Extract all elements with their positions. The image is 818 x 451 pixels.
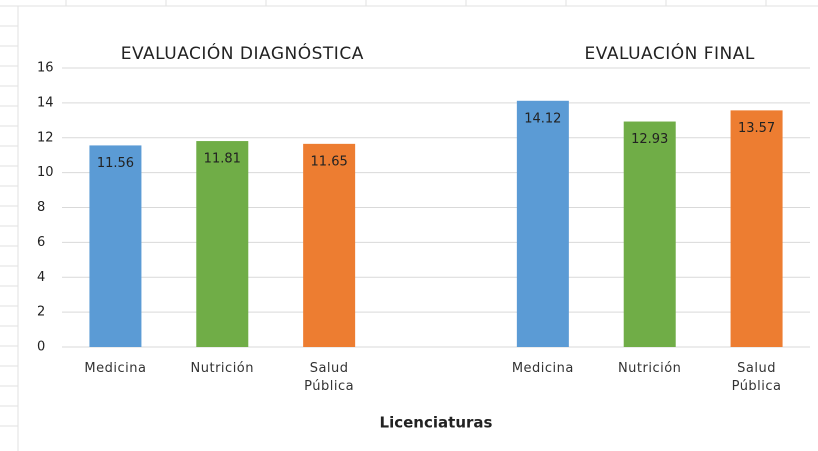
y-tick-label: 16 xyxy=(37,61,54,76)
bar xyxy=(196,141,249,347)
y-tick-label: 10 xyxy=(37,165,54,180)
bar xyxy=(303,143,356,347)
x-tick-label: Salud Pública xyxy=(304,361,355,394)
x-tick-label: Medicina xyxy=(84,361,147,376)
x-tick-label: Nutrición xyxy=(190,361,255,376)
x-tick-label: Salud Pública xyxy=(731,361,782,394)
group-title: EVALUACIÓN FINAL xyxy=(585,42,755,64)
y-tick-label: 2 xyxy=(37,305,45,320)
bar xyxy=(89,145,142,347)
data-label: 14.12 xyxy=(524,111,561,126)
x-tick-label: Nutrición xyxy=(617,361,682,376)
data-label: 12.93 xyxy=(631,132,668,147)
x-tick-label: Medicina xyxy=(511,361,574,376)
y-tick-label: 8 xyxy=(37,200,45,215)
bar xyxy=(730,110,783,347)
data-label: 11.81 xyxy=(204,152,241,167)
bar xyxy=(516,100,569,347)
y-tick-label: 6 xyxy=(37,235,45,250)
y-tick-label: 12 xyxy=(37,130,54,145)
x-axis-title: Licenciaturas xyxy=(380,414,493,432)
bar xyxy=(623,121,676,347)
data-label: 11.56 xyxy=(97,156,134,171)
data-label: 13.57 xyxy=(738,121,775,136)
y-tick-label: 4 xyxy=(37,270,45,285)
y-tick-label: 14 xyxy=(37,95,54,110)
data-label: 11.65 xyxy=(311,154,348,169)
y-tick-label: 0 xyxy=(37,340,45,355)
group-title: EVALUACIÓN DIAGNÓSTICA xyxy=(121,42,364,64)
